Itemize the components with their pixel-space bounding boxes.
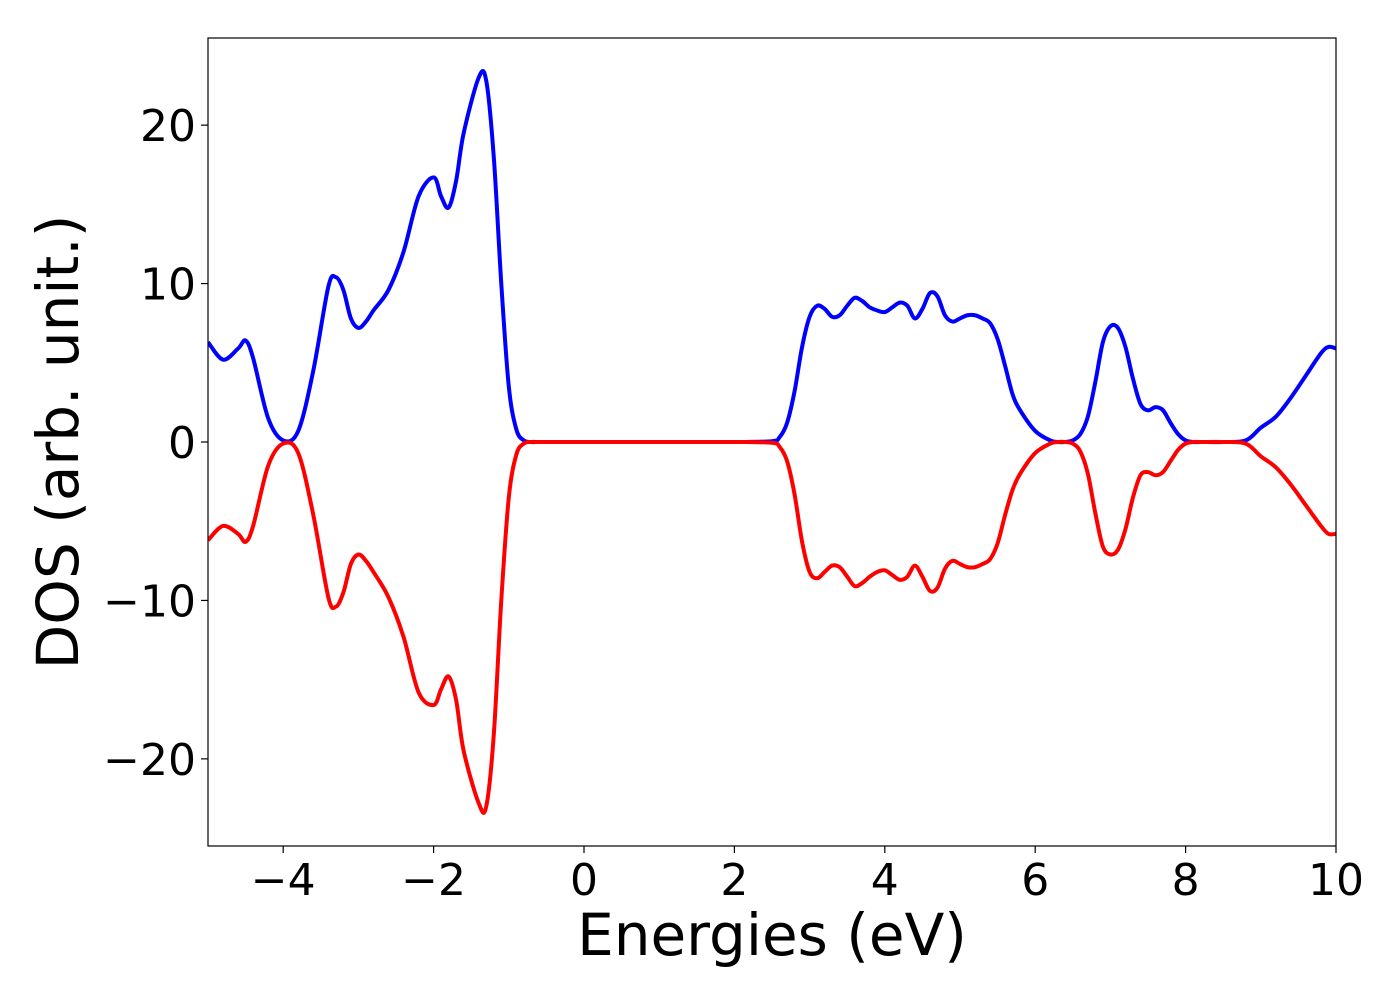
x-tick-label: −2 [401, 855, 466, 906]
x-axis-ticks: −4 −2 0 2 4 6 8 10 [251, 846, 1364, 906]
x-tick-label: 2 [720, 855, 748, 906]
plot-frame [207, 37, 1337, 847]
x-tick-label: 0 [570, 855, 598, 906]
y-tick-label: 20 [140, 101, 196, 152]
x-tick-label: 8 [1172, 855, 1200, 906]
y-tick-label: −20 [103, 735, 196, 786]
x-tick-label: 10 [1308, 855, 1364, 906]
y-tick-label: 10 [140, 260, 196, 311]
y-axis-label: DOS (arb. unit.) [24, 215, 92, 670]
x-tick-label: −4 [251, 855, 316, 906]
y-axis-ticks: 20 10 0 −10 −20 [103, 101, 208, 786]
x-tick-label: 4 [871, 855, 899, 906]
series-line-2 [208, 439, 1336, 815]
series-line-1 [208, 68, 1336, 445]
plot-area [208, 68, 1336, 815]
y-tick-label: 0 [168, 418, 196, 469]
x-axis-label: Energies (eV) [577, 901, 967, 969]
y-tick-label: −10 [103, 576, 196, 627]
x-tick-label: 6 [1021, 855, 1049, 906]
